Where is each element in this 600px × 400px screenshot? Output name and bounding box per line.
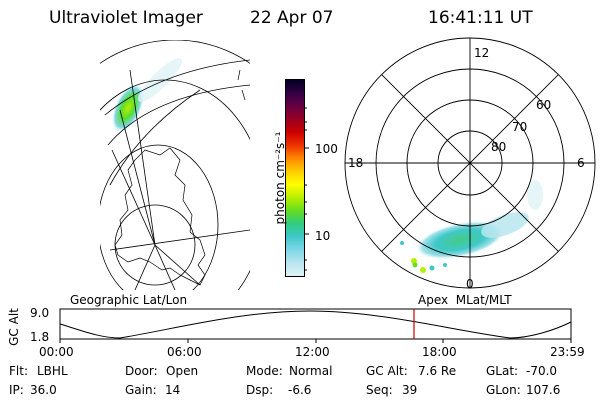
date-label: 22 Apr 07: [250, 8, 334, 28]
right-projection-label: Apex MLat/MLT: [418, 293, 512, 307]
status-gcalt-value: 7.6 Re: [418, 364, 457, 378]
mlt-label-6: 6: [577, 156, 585, 170]
status-filter-value: LBHL: [37, 364, 68, 378]
coastline: [114, 147, 206, 286]
status-ip-value: 36.0: [30, 383, 57, 397]
altitude-curve: [59, 310, 572, 339]
mlt-label-18: 18: [348, 156, 364, 170]
timeline-xtick-1200: 12:00: [295, 345, 330, 359]
time-label: 16:41:11 UT: [428, 8, 533, 28]
left-projection-label: Geographic Lat/Lon: [70, 293, 188, 307]
colorbar: [285, 79, 305, 277]
status-dsp-value: -6.6: [288, 383, 312, 397]
mlt-label-0: 0: [466, 277, 474, 291]
status-glon-value: 107.6: [526, 383, 561, 397]
status-ip-key: IP:: [9, 383, 24, 397]
status-dsp-key: Dsp:: [246, 383, 274, 397]
status-door-value: Open: [166, 364, 199, 378]
lat-label-80: 80: [491, 140, 507, 154]
timeline-ytick-bottom: 1.8: [30, 330, 50, 344]
status-seq-key: Seq:: [366, 383, 393, 397]
lat-label-70: 70: [512, 120, 528, 134]
status-glon-key: GLon:: [486, 383, 521, 397]
timeline-ytick-top: 9.0: [30, 306, 50, 320]
colorbar-tick-10: 10: [315, 229, 331, 243]
timeline-xtick-0000: 00:00: [39, 345, 74, 359]
mlt-label-12: 12: [474, 46, 490, 60]
timeline-xtick-0600: 06:00: [167, 345, 202, 359]
lat-label-60: 60: [536, 98, 552, 112]
status-glat-key: GLat:: [486, 364, 519, 378]
status-gain-value: 14: [165, 383, 181, 397]
colorbar-tick-100: 100: [315, 142, 338, 156]
status-mode-value: Normal: [289, 364, 333, 378]
status-gain-key: Gain:: [125, 383, 157, 397]
status-glat-value: -70.0: [526, 364, 558, 378]
status-mode-key: Mode:: [246, 364, 283, 378]
timeline-xtick-1800: 18:00: [422, 345, 457, 359]
timeline-xtick-2359: 23:59: [550, 345, 585, 359]
status-gcalt-key: GC Alt:: [366, 364, 408, 378]
instrument-title: Ultraviolet Imager: [49, 8, 203, 28]
status-door-key: Door:: [125, 364, 158, 378]
status-filter-key: Flt:: [9, 364, 28, 378]
status-seq-value: 39: [402, 383, 418, 397]
